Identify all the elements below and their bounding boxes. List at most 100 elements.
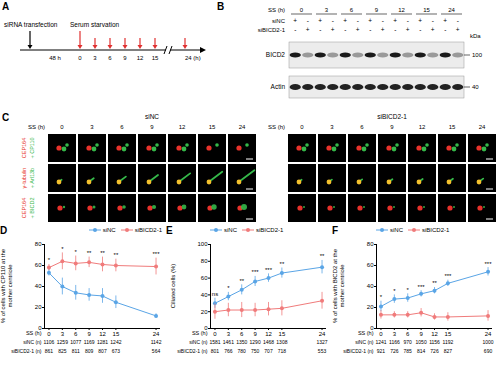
svg-text:20: 20 [201,309,208,315]
svg-text:807: 807 [98,348,107,354]
svg-text:40: 40 [201,292,208,298]
svg-text:***: *** [153,251,161,257]
svg-text:**: ** [100,250,105,256]
svg-text:1581: 1581 [209,339,220,345]
svg-text:1000: 1000 [482,339,493,345]
svg-text:+: + [418,17,422,24]
svg-text:3: 3 [93,55,97,61]
svg-text:0: 0 [60,124,64,130]
svg-text:6: 6 [406,331,410,337]
svg-text:-: - [332,17,334,24]
svg-text:-: - [307,17,309,24]
svg-text:0: 0 [78,55,82,61]
svg-text:**: ** [280,261,285,267]
svg-text:siRNA transfection: siRNA transfection [4,21,58,28]
svg-text:C: C [2,112,9,123]
svg-text:726: 726 [430,348,439,354]
svg-text:24: 24 [239,124,246,130]
svg-text:6: 6 [350,7,354,13]
svg-text:1077: 1077 [70,339,81,345]
svg-text:CEP164: CEP164 [21,138,27,159]
svg-text:SS (h): SS (h) [268,7,285,13]
svg-text:12: 12 [398,7,405,13]
svg-text:9: 9 [375,7,379,13]
svg-text:siBICD2-1 (n): siBICD2-1 (n) [343,348,374,354]
svg-text:1241: 1241 [375,339,386,345]
svg-text:-: - [457,17,459,24]
svg-text:-: - [382,17,384,24]
svg-text:1050: 1050 [416,339,427,345]
svg-text:+ BICD2: + BICD2 [29,198,35,219]
svg-text:*: * [75,249,78,255]
svg-text:80: 80 [367,241,374,247]
svg-text:9: 9 [253,331,257,337]
svg-text:***: *** [418,284,426,290]
svg-text:**: ** [239,278,244,284]
svg-text:24: 24 [485,331,492,337]
svg-text:825: 825 [58,348,67,354]
svg-text:***: *** [265,267,273,273]
svg-text:siNC: siNC [145,113,159,120]
svg-text:40: 40 [35,283,42,289]
svg-text:1169: 1169 [84,339,95,345]
svg-text:24: 24 [448,7,455,13]
svg-text:**: ** [432,280,437,286]
svg-text:24: 24 [319,331,326,337]
svg-text:9: 9 [123,55,127,61]
svg-text:1259: 1259 [57,339,68,345]
svg-text:60: 60 [201,275,208,281]
svg-text:12: 12 [419,124,426,130]
svg-text:*: * [380,294,383,300]
svg-text:12: 12 [265,331,272,337]
svg-text:+ Arl13b: + Arl13b [29,168,35,188]
svg-text:-: - [294,26,296,33]
svg-text:+: + [456,26,460,33]
svg-text:15: 15 [445,331,452,337]
svg-text:15: 15 [113,331,120,337]
svg-text:siBICD2-1 (n): siBICD2-1 (n) [11,348,42,354]
svg-text:9: 9 [390,124,394,130]
svg-text:801: 801 [211,348,220,354]
svg-text:1468: 1468 [263,339,274,345]
svg-text:SS (h): SS (h) [26,330,42,336]
svg-text:750: 750 [251,348,260,354]
svg-text:809: 809 [85,348,94,354]
svg-text:-: - [419,26,421,33]
svg-text:564: 564 [152,348,161,354]
svg-text:1290: 1290 [250,339,261,345]
svg-text:1350: 1350 [236,339,247,345]
svg-text:ns: ns [212,291,218,297]
svg-text:811: 811 [72,348,80,354]
svg-text:0: 0 [213,331,217,337]
svg-text:3: 3 [61,331,65,337]
svg-text:0: 0 [300,7,304,13]
svg-text:+: + [331,26,335,33]
svg-text:-: - [319,26,321,33]
svg-text:1327: 1327 [316,339,327,345]
svg-text:***: *** [444,273,452,279]
svg-text:9: 9 [87,331,91,337]
svg-text:673: 673 [112,348,121,354]
svg-text:siBICD2-1: siBICD2-1 [258,27,286,33]
svg-text:A: A [2,1,9,12]
svg-text:80: 80 [35,241,42,247]
svg-text:SS (h): SS (h) [192,330,208,336]
svg-text:707: 707 [264,348,273,354]
svg-text:+: + [293,17,297,24]
svg-text:1156: 1156 [429,339,440,345]
svg-text:24 (h): 24 (h) [185,55,201,61]
svg-text:***: *** [252,269,260,275]
svg-text:+ CP110: + CP110 [29,137,35,158]
svg-text:718: 718 [278,348,287,354]
svg-text:827: 827 [444,348,453,354]
svg-text:CEP164: CEP164 [21,198,27,219]
svg-text:1192: 1192 [443,339,454,345]
svg-text:24: 24 [153,331,160,337]
svg-text:6: 6 [108,55,112,61]
svg-text:Serum starvation: Serum starvation [70,21,120,28]
svg-text:785: 785 [404,348,413,354]
svg-text:9: 9 [419,331,423,337]
svg-text:15: 15 [423,7,430,13]
svg-text:+: + [431,26,435,33]
svg-text:814: 814 [417,348,426,354]
